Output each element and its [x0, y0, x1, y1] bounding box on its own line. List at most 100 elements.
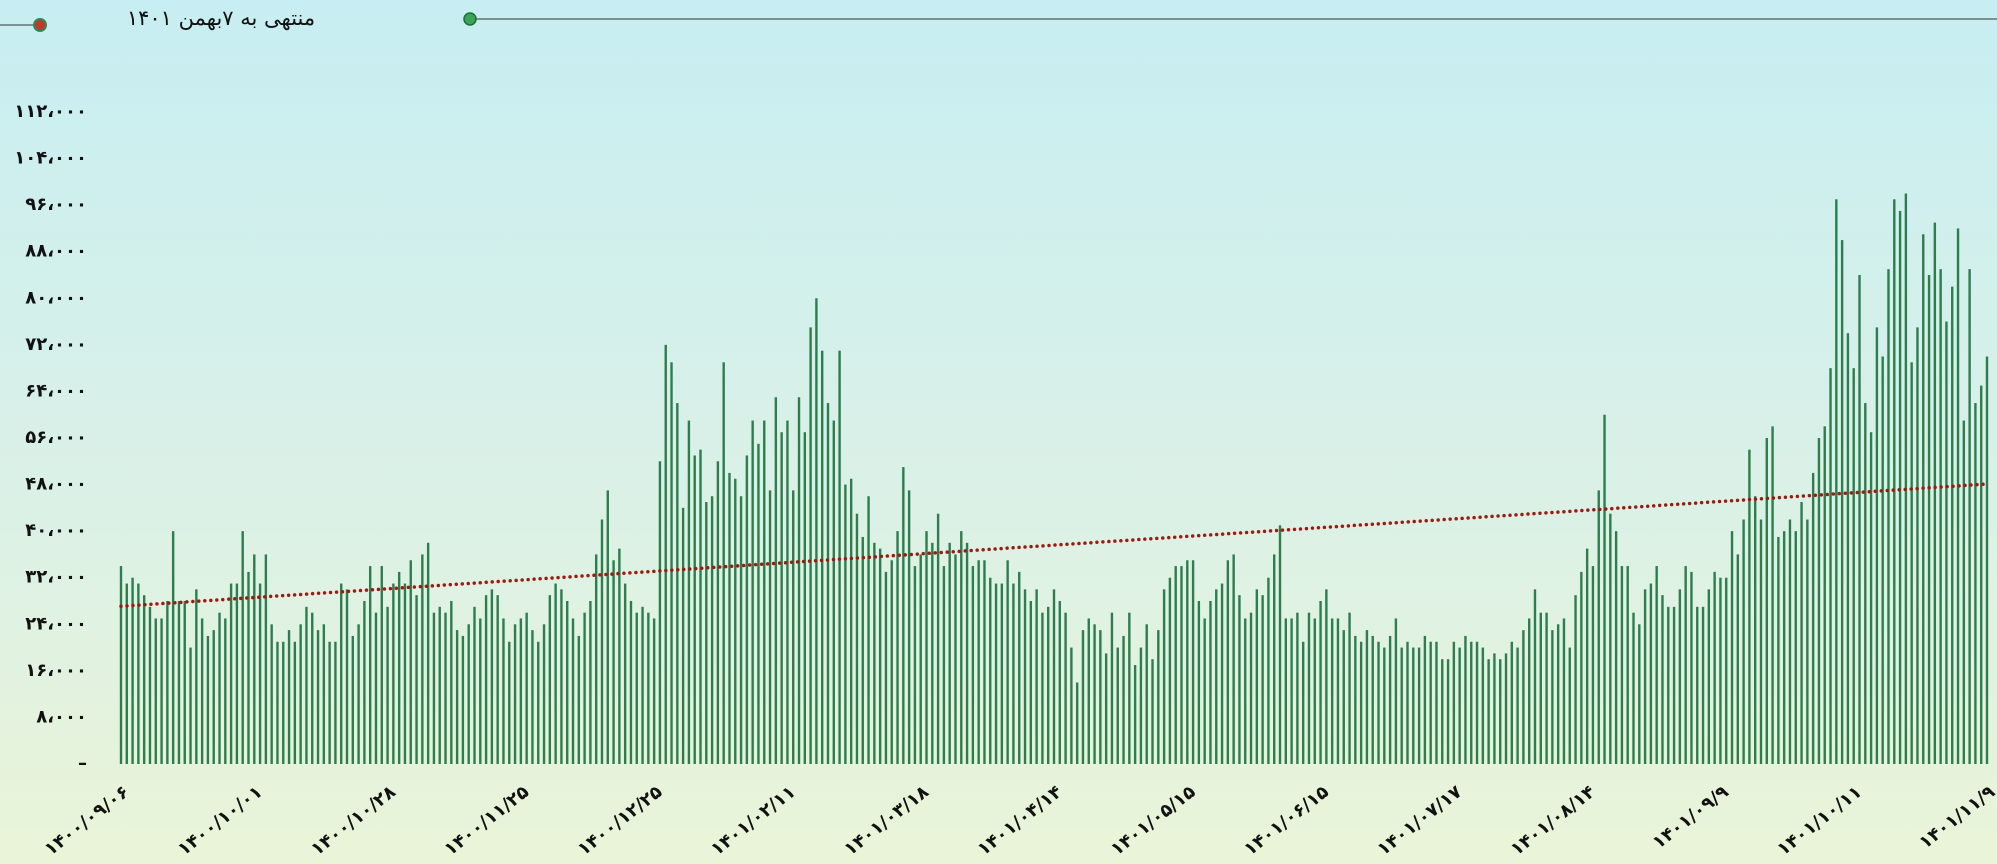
bar: [125, 583, 128, 764]
bar: [1354, 635, 1357, 764]
bar: [1533, 589, 1537, 764]
bar: [1597, 490, 1600, 764]
bar: [734, 478, 737, 764]
bar: [1736, 554, 1740, 764]
bar: [728, 472, 731, 764]
x-tick-label: ۱۴۰۱/۰۸/۱۴: [1507, 781, 1600, 860]
bar: [1719, 577, 1722, 764]
bar: [554, 583, 557, 764]
bar: [1661, 595, 1664, 764]
bar: [1104, 653, 1108, 764]
bar: [1348, 612, 1351, 764]
bar: [936, 513, 940, 764]
bar: [1041, 612, 1044, 764]
bar: [1638, 624, 1641, 764]
bar: [479, 618, 482, 764]
bar: [177, 601, 181, 764]
bar: [212, 630, 215, 764]
bar: [345, 589, 349, 764]
bar: [1018, 571, 1021, 764]
bar: [1035, 589, 1038, 764]
bar: [166, 601, 169, 764]
bar: [1655, 566, 1658, 764]
trend-line: [119, 482, 1989, 608]
bar: [1058, 601, 1061, 764]
bar: [1052, 589, 1056, 764]
bar: [1226, 560, 1230, 764]
bar: [1116, 647, 1119, 764]
bar: [1151, 659, 1154, 764]
x-tick-label: ۱۴۰۱/۰۶/۱۵: [1240, 781, 1333, 860]
bar: [1962, 420, 1966, 764]
bar: [1157, 630, 1160, 764]
bar: [1609, 513, 1612, 764]
bar: [1139, 647, 1143, 764]
bar: [496, 595, 499, 764]
bar: [247, 571, 250, 764]
bar: [1464, 635, 1467, 764]
bar: [1620, 566, 1624, 764]
bar: [1417, 647, 1421, 764]
bar: [154, 618, 157, 764]
bar: [855, 513, 859, 764]
bar: [148, 606, 152, 764]
bar: [1753, 496, 1757, 764]
y-tick-label: ۶۴،۰۰۰: [25, 380, 87, 401]
bar: [467, 624, 470, 764]
x-tick-label: ۱۴۰۰/۱۱/۲۵: [440, 781, 533, 860]
bar: [896, 531, 899, 764]
bar: [276, 641, 279, 764]
bar: [948, 542, 951, 764]
slider-handle[interactable]: [463, 12, 477, 26]
bar: [409, 560, 412, 764]
bar: [1794, 531, 1797, 764]
bar: [380, 566, 383, 764]
bar: [809, 327, 812, 764]
bar: [206, 635, 210, 764]
bar: [1377, 641, 1380, 764]
bar: [200, 618, 204, 764]
bar: [542, 624, 546, 764]
y-tick-label: ۲۴،۰۰۰: [25, 613, 87, 634]
bar: [1273, 554, 1276, 764]
bar: [1006, 560, 1009, 764]
bar: [235, 583, 239, 764]
bar: [873, 542, 876, 764]
bar: [328, 641, 331, 764]
bar: [142, 595, 146, 764]
chart-title: منتهی به ۷بهمن ۱۴۰۱: [127, 6, 315, 30]
bar: [1267, 577, 1270, 764]
y-tick-label: ۸۸،۰۰۰: [25, 241, 87, 262]
bar: [763, 420, 766, 764]
bar: [1667, 606, 1670, 764]
bar: [1012, 583, 1015, 764]
y-tick-label: ۱۶،۰۰۰: [25, 660, 87, 681]
bar: [606, 490, 609, 764]
bar: [1730, 531, 1734, 764]
slider-handle[interactable]: [33, 18, 47, 32]
bar: [1945, 321, 1948, 764]
bar: [1133, 665, 1137, 764]
bar: [1840, 240, 1844, 765]
bar: [693, 455, 696, 764]
bar: [832, 420, 835, 764]
bar: [583, 612, 586, 764]
bar: [1504, 653, 1508, 764]
bar: [838, 350, 841, 764]
bar: [421, 554, 424, 764]
bar: [861, 536, 864, 764]
bar: [878, 548, 882, 764]
bar: [1800, 502, 1803, 764]
bar: [600, 519, 604, 764]
y-tick-label: ۴۸،۰۰۰: [25, 474, 87, 495]
bar: [1400, 647, 1403, 764]
bar: [1215, 589, 1218, 764]
bar: [293, 641, 297, 764]
bar: [884, 571, 888, 764]
bar: [368, 566, 372, 764]
bar: [1087, 618, 1090, 764]
bar: [1777, 536, 1780, 764]
bar: [594, 554, 598, 764]
bar: [1180, 566, 1183, 764]
